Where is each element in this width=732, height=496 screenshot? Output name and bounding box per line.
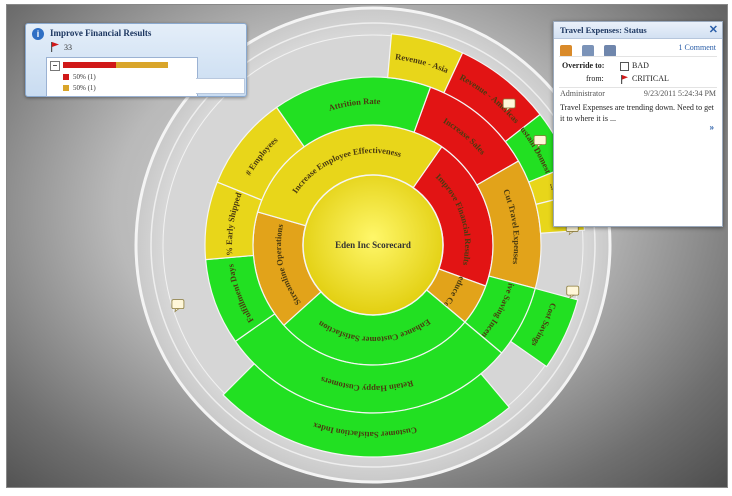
divider [559, 56, 717, 57]
comment-bubble-icon [533, 135, 547, 149]
comment-bubble-icon [566, 285, 580, 299]
comment-bubble-icon [502, 98, 516, 112]
override-value: BAD [620, 61, 649, 71]
center-hub [302, 174, 444, 316]
legend-row-orange: 50% (1) [63, 84, 96, 92]
red-flag-icon [51, 42, 59, 52]
orange-swatch-icon [63, 85, 69, 92]
ring3-costsavings [509, 287, 579, 368]
plate-ring [150, 22, 596, 468]
comment-date: 9/23/2011 5:24:34 PM [643, 89, 716, 98]
comment-author: Administrator [560, 89, 605, 98]
collapse-button[interactable]: – [50, 61, 60, 71]
status-panel: Travel Expenses: Status ✕ 1 Comment Over… [553, 21, 723, 227]
comment-text: Travel Expenses are trending down. Need … [560, 103, 714, 123]
status-toolbar [560, 42, 622, 60]
legend-row-red: 50% (1) [63, 73, 96, 81]
legend-label: 50% (1) [73, 73, 96, 81]
legend-label: 50% (1) [73, 84, 96, 92]
status-title: Travel Expenses: Status [560, 25, 647, 35]
distribution-bar [63, 62, 168, 68]
status-header: Travel Expenses: Status ✕ [554, 22, 722, 39]
override-text: BAD [632, 61, 649, 70]
override-label: Override to: [562, 61, 605, 70]
center-label: Eden Inc Scorecard [335, 240, 411, 250]
empty-flag-icon [620, 61, 629, 71]
ring3-csi [222, 362, 511, 458]
distribution-bar-red [63, 62, 116, 68]
expand-icon[interactable]: » [709, 123, 714, 132]
distribution-panel: – 50% (1) 50% (1) [46, 57, 198, 97]
info-icon[interactable]: i [32, 28, 44, 40]
popup-tail [196, 78, 245, 94]
close-icon[interactable]: ✕ [708, 24, 718, 36]
comments-link[interactable]: 1 Comment [678, 43, 716, 52]
divider [559, 87, 717, 88]
from-text: CRITICAL [632, 74, 669, 83]
red-swatch-icon [63, 74, 69, 81]
comment-bubble-icon [171, 299, 185, 313]
info-popup: i Improve Financial Results 33 – 50% (1)… [25, 23, 247, 97]
from-value: CRITICAL [620, 74, 669, 84]
red-flag-icon [621, 74, 628, 84]
link-icon[interactable] [582, 45, 594, 58]
from-label: from: [586, 74, 604, 83]
edit-status-icon[interactable] [560, 45, 572, 58]
popup-count: 33 [64, 43, 72, 52]
scorecard-canvas: Improve Financial ResultsReduce CostEnha… [6, 4, 728, 488]
sunburst-chart[interactable]: Improve Financial ResultsReduce CostEnha… [7, 5, 727, 487]
popup-title: Improve Financial Results [50, 28, 152, 38]
unlink-icon[interactable] [604, 45, 616, 58]
